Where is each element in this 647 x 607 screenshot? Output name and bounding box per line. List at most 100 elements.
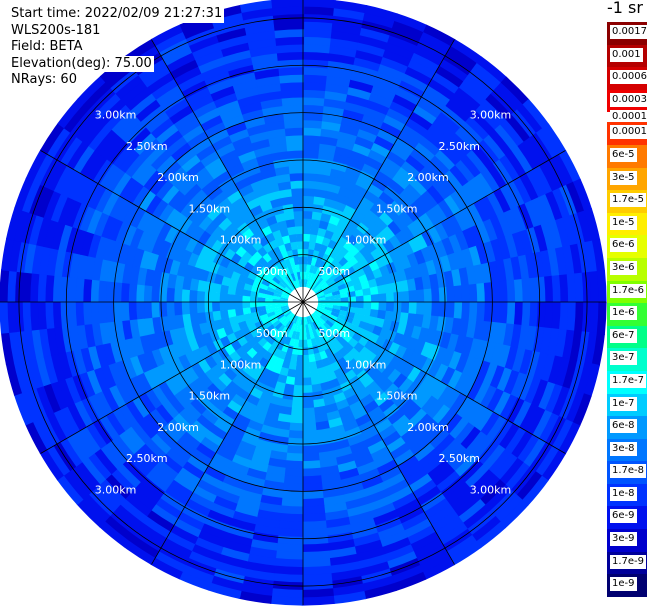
beta-cell [234,142,255,157]
beta-cell [399,312,410,325]
beta-cell [228,315,239,326]
beta-cell [382,157,402,174]
beta-cell [165,531,196,552]
beta-cell [293,315,299,325]
beta-cell [302,415,316,424]
beta-cell [409,200,427,218]
beta-cell [303,278,306,287]
beta-cell [528,302,539,328]
beta-cell [458,318,470,338]
beta-cell [322,311,332,318]
beta-cell [136,210,153,232]
beta-cell [471,435,494,461]
beta-cell [256,270,267,280]
beta-cell [302,475,323,485]
beta-cell [303,112,324,122]
beta-cell [283,328,291,338]
beta-cell [302,430,318,439]
beta-cell [87,452,112,480]
beta-cell [496,367,513,393]
beta-cell [129,206,146,229]
beta-cell [173,517,202,538]
beta-cell [244,22,276,36]
beta-cell [118,403,138,428]
beta-cell [332,294,342,299]
range-ring-label: 1.50km [188,202,230,215]
beta-cell [447,214,463,235]
beta-cell [348,323,359,333]
beta-cell [294,218,304,227]
beta-cell [267,457,287,469]
beta-cell [116,115,142,140]
beta-cell [504,462,531,491]
beta-cell [274,286,284,293]
beta-cell [314,242,323,252]
beta-cell [535,128,560,160]
beta-cell [210,350,224,365]
beta-cell [209,163,228,180]
beta-cell [316,343,325,354]
beta-cell [596,302,607,335]
beta-cell [250,311,260,319]
beta-cell [381,364,396,379]
beta-cell [345,393,361,407]
beta-cell [284,336,292,346]
beta-cell [416,289,425,303]
beta-cell [589,271,600,304]
beta-cell [302,482,323,492]
colorbar-level: 6e-8 [607,416,647,439]
beta-cell [314,413,329,424]
beta-cell [295,225,304,235]
beta-cell [191,41,223,60]
beta-cell [473,199,491,223]
beta-cell [382,239,396,254]
beta-cell [204,234,218,249]
beta-cell [93,483,121,511]
beta-cell [357,554,388,570]
beta-cell [366,99,391,116]
beta-cell [412,479,437,500]
beta-cell [347,86,372,101]
beta-cell [393,571,427,592]
beta-cell [484,484,512,512]
beta-cell [306,316,311,325]
beta-cell [59,135,84,166]
beta-cell [136,521,167,546]
beta-cell [198,322,210,335]
beta-cell [432,117,457,140]
beta-cell [381,537,412,556]
beta-cell [186,454,209,474]
beta-cell [274,165,291,177]
beta-cell [218,216,233,232]
beta-cell [170,373,187,392]
beta-cell [310,376,321,386]
beta-cell [413,339,427,356]
beta-cell [124,153,146,178]
beta-cell [381,430,402,448]
beta-cell [287,226,297,236]
beta-cell [131,396,150,419]
beta-cell [266,128,287,139]
beta-cell [285,452,303,462]
beta-cell [245,561,276,574]
beta-cell [150,285,160,302]
beta-cell [545,190,564,222]
beta-cell [420,341,434,359]
beta-cell [277,219,288,230]
beta-cell [385,292,395,303]
beta-cell [57,351,73,380]
beta-cell [172,473,197,493]
beta-cell [279,227,290,238]
beta-cell [308,353,316,363]
beta-cell [284,127,304,137]
beta-cell [195,478,220,497]
beta-cell [386,107,411,126]
beta-cell [486,415,507,442]
beta-cell [365,323,376,334]
beta-cell [128,283,138,302]
beta-cell [405,117,429,138]
beta-cell [399,188,417,207]
beta-cell [449,487,476,512]
beta-cell [378,293,387,303]
beta-cell [370,302,380,311]
